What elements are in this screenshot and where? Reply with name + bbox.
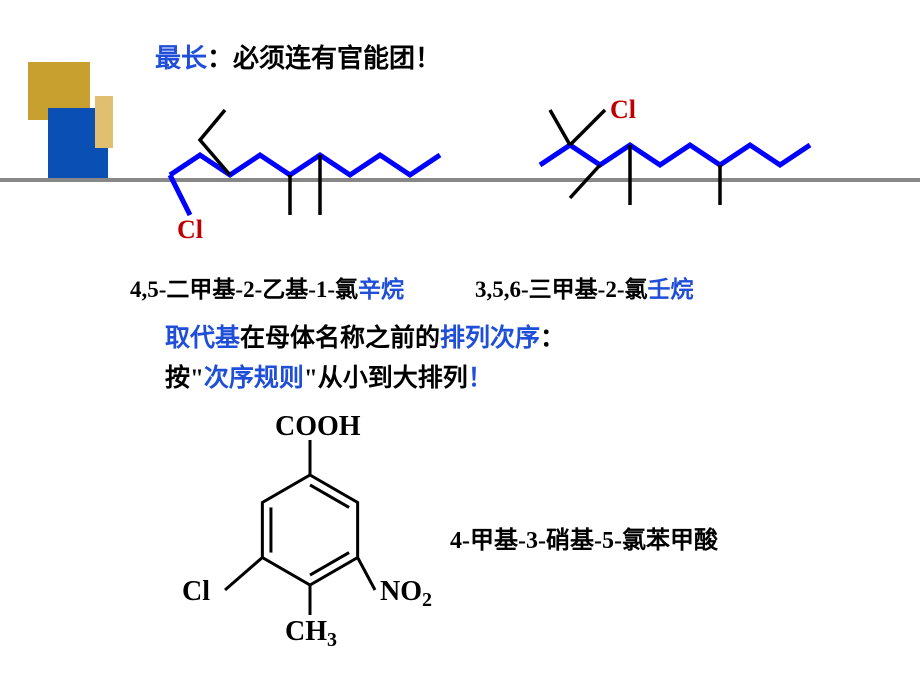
rule2-p4: ！ xyxy=(468,365,493,392)
rule2-p3: "从小到大排列 xyxy=(304,365,468,392)
slide-root: 最长：必须连有官能团！ Cl Cl 4,5-二甲基-2-乙基-1-氯辛烷 3,5… xyxy=(0,0,920,690)
compound-name-3: 4-甲基-3-硝基-5-氯苯甲酸 xyxy=(450,520,718,555)
decor-block xyxy=(95,96,113,148)
benzene-svg: COOH Cl NO2 CH3 xyxy=(170,400,470,660)
compound-name-1: 4,5-二甲基-2-乙基-1-氯辛烷 xyxy=(130,270,404,304)
heading-rest: ：必须连有官能团！ xyxy=(207,44,441,73)
benzene-structure: COOH Cl NO2 CH3 xyxy=(170,400,450,650)
rule-line-1: 取代基在母体名称之前的排列次序： xyxy=(165,318,565,354)
svg-text:CH3: CH3 xyxy=(285,616,337,651)
rule2-p1: 按" xyxy=(165,365,204,392)
svg-text:Cl: Cl xyxy=(182,576,210,607)
molecule-1: Cl xyxy=(130,90,490,260)
heading-highlight: 最长 xyxy=(155,44,207,73)
svg-text:Cl: Cl xyxy=(177,215,203,244)
svg-text:NO2: NO2 xyxy=(380,576,432,611)
name1-suffix: 辛烷 xyxy=(358,277,404,302)
rule1-p1: 取代基 xyxy=(165,325,240,352)
svg-text:COOH: COOH xyxy=(275,411,361,442)
rule1-p3: 排列次序 xyxy=(440,325,540,352)
name2-prefix: 3,5,6-三甲基-2-氯 xyxy=(475,277,647,302)
rule-line-2: 按"次序规则"从小到大排列！ xyxy=(165,358,493,394)
rule2-p2: 次序规则 xyxy=(204,365,304,392)
molecule-2: Cl xyxy=(510,90,870,260)
svg-text:Cl: Cl xyxy=(610,95,636,124)
rule1-p2: 在母体名称之前的 xyxy=(240,325,440,352)
compound-name-2: 3,5,6-三甲基-2-氯壬烷 xyxy=(475,270,693,304)
molecules-row: Cl Cl xyxy=(130,90,890,260)
rule1-p4: ： xyxy=(540,325,565,352)
heading-line: 最长：必须连有官能团！ xyxy=(155,38,441,75)
name2-suffix: 壬烷 xyxy=(647,277,693,302)
name1-prefix: 4,5-二甲基-2-乙基-1-氯 xyxy=(130,277,358,302)
